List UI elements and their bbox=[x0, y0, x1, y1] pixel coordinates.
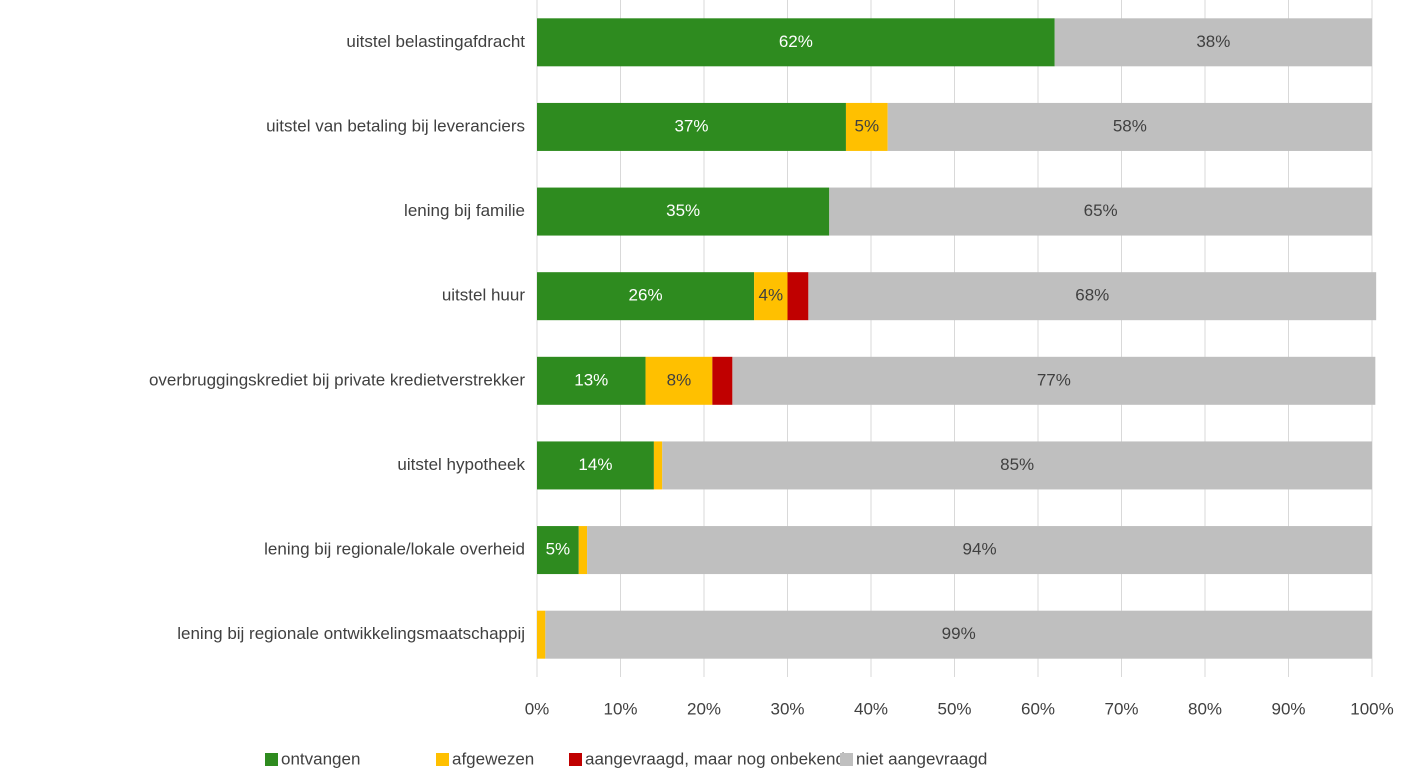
bar-segment bbox=[845, 102, 888, 151]
legend-swatch bbox=[569, 753, 582, 766]
bar-segment bbox=[537, 102, 846, 151]
bar-segment bbox=[732, 356, 1376, 405]
data-label: 58% bbox=[1113, 116, 1147, 135]
x-tick-label: 70% bbox=[1104, 699, 1138, 718]
bar-segment bbox=[545, 610, 1372, 659]
data-label: 13% bbox=[574, 370, 608, 389]
x-tick-label: 80% bbox=[1188, 699, 1222, 718]
bar-segment bbox=[537, 356, 646, 405]
data-label: 4% bbox=[759, 286, 784, 305]
y-tick-label: uitstel belastingafdracht bbox=[346, 32, 525, 51]
data-label: 38% bbox=[1196, 32, 1230, 51]
x-tick-label: 0% bbox=[525, 699, 550, 718]
bar-segment bbox=[1054, 18, 1372, 67]
legend-swatch bbox=[436, 753, 449, 766]
legend-label: aangevraagd, maar nog onbekend bbox=[585, 749, 845, 768]
x-tick-label: 100% bbox=[1350, 699, 1393, 718]
data-label: 5% bbox=[546, 540, 571, 559]
bar-segment bbox=[537, 18, 1055, 67]
legend-label: afgewezen bbox=[452, 749, 534, 768]
legend-swatch bbox=[840, 753, 853, 766]
bar-segment bbox=[662, 441, 1372, 490]
bar-segment bbox=[537, 526, 579, 575]
data-label: 85% bbox=[1000, 455, 1034, 474]
bar-segment bbox=[537, 272, 755, 321]
data-label: 99% bbox=[942, 624, 976, 643]
x-tick-label: 60% bbox=[1021, 699, 1055, 718]
bar-segment bbox=[887, 102, 1372, 151]
y-tick-label: uitstel hypotheek bbox=[397, 455, 525, 474]
bar-segment bbox=[787, 272, 809, 321]
bar-segment bbox=[645, 356, 713, 405]
bar-segment bbox=[653, 441, 663, 490]
x-tick-label: 90% bbox=[1271, 699, 1305, 718]
bar-segment bbox=[537, 610, 546, 659]
data-label: 77% bbox=[1037, 370, 1071, 389]
y-tick-label: uitstel van betaling bij leveranciers bbox=[266, 116, 525, 135]
y-tick-label: uitstel huur bbox=[442, 286, 525, 305]
bar-segment bbox=[587, 526, 1372, 575]
legend-swatch bbox=[265, 753, 278, 766]
data-label: 35% bbox=[666, 201, 700, 220]
data-label: 26% bbox=[629, 286, 663, 305]
data-label: 65% bbox=[1084, 201, 1118, 220]
y-tick-label: overbruggingskrediet bij private krediet… bbox=[149, 370, 525, 389]
data-label: 62% bbox=[779, 32, 813, 51]
y-tick-label: lening bij regionale ontwikkelingsmaatsc… bbox=[177, 624, 525, 643]
data-label: 14% bbox=[578, 455, 612, 474]
bar-segment bbox=[537, 441, 654, 490]
legend-label: ontvangen bbox=[281, 749, 360, 768]
data-label: 8% bbox=[667, 370, 692, 389]
y-tick-label: lening bij familie bbox=[404, 201, 525, 220]
bar-segment bbox=[537, 187, 830, 236]
bar-segment bbox=[578, 526, 588, 575]
bar-segment bbox=[808, 272, 1377, 321]
x-tick-label: 50% bbox=[937, 699, 971, 718]
data-label: 5% bbox=[855, 116, 880, 135]
x-tick-label: 10% bbox=[603, 699, 637, 718]
bar-segment bbox=[712, 356, 733, 405]
x-tick-label: 30% bbox=[770, 699, 804, 718]
bar-segment bbox=[829, 187, 1372, 236]
y-tick-label: lening bij regionale/lokale overheid bbox=[264, 540, 525, 559]
data-label: 37% bbox=[674, 116, 708, 135]
data-label: 68% bbox=[1075, 286, 1109, 305]
x-tick-label: 40% bbox=[854, 699, 888, 718]
legend-label: niet aangevraagd bbox=[856, 749, 987, 768]
x-tick-label: 20% bbox=[687, 699, 721, 718]
data-label: 94% bbox=[963, 540, 997, 559]
bar-segment bbox=[754, 272, 788, 321]
